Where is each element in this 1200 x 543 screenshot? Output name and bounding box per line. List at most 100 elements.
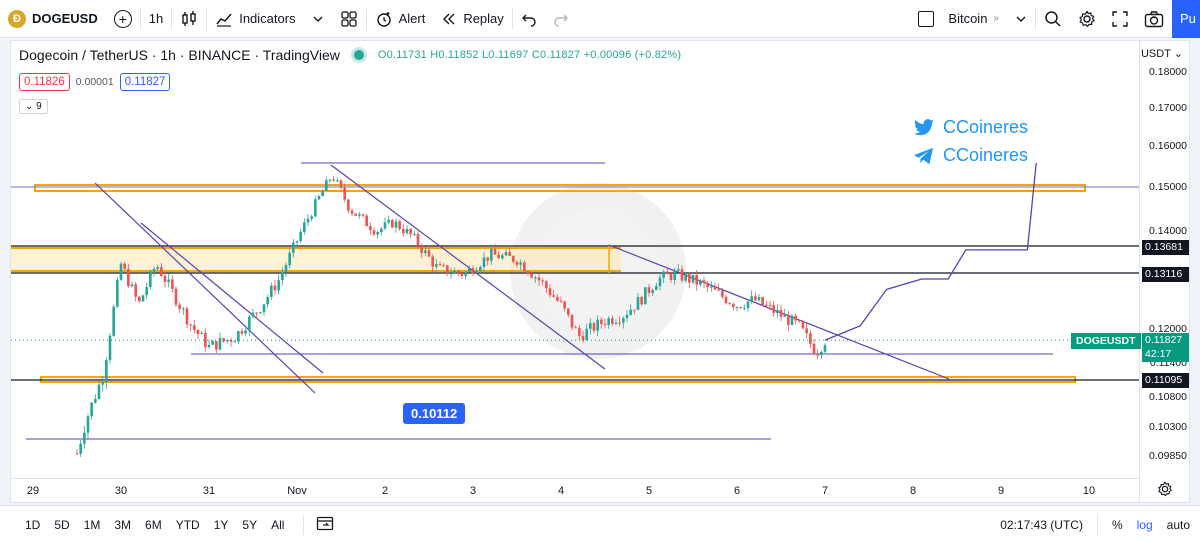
candle-up — [413, 233, 416, 235]
candle-up — [750, 296, 753, 302]
candle-up — [534, 277, 537, 279]
range-ytd[interactable]: YTD — [175, 517, 200, 532]
candle-down — [185, 308, 189, 325]
search-button[interactable] — [1036, 0, 1070, 37]
candle-down — [138, 296, 141, 302]
utc-clock[interactable]: 02:17:43 (UTC) — [1000, 517, 1083, 532]
range-5d[interactable]: 5D — [54, 517, 70, 532]
candle-up — [607, 318, 610, 325]
candle-down — [578, 328, 581, 336]
candle-down — [361, 214, 365, 216]
log-scale-toggle[interactable]: log — [1136, 517, 1153, 532]
dogecoin-icon: Ð — [8, 9, 26, 28]
spread-value: 0.00001 — [75, 76, 114, 88]
candle-up — [207, 344, 211, 348]
candle-down — [702, 280, 706, 283]
range-all[interactable]: All — [271, 517, 285, 532]
percent-scale-toggle[interactable]: % — [1111, 517, 1123, 532]
candle-up — [636, 296, 640, 310]
range-3m[interactable]: 3M — [114, 517, 132, 532]
grid-icon — [340, 10, 357, 27]
scale-settings-button[interactable] — [1157, 481, 1173, 502]
range-1m[interactable]: 1M — [83, 517, 101, 532]
redo-button[interactable] — [545, 0, 577, 37]
indicators-button[interactable]: Indicators — [207, 0, 303, 37]
sell-price-button[interactable]: 0.11826 — [19, 73, 70, 91]
candle-up — [303, 222, 306, 232]
range-6m[interactable]: 6M — [145, 517, 162, 532]
publish-button[interactable]: Pu — [1172, 0, 1200, 38]
chart-type-button[interactable] — [172, 0, 206, 37]
candle-down — [347, 199, 350, 211]
time-tick: 4 — [557, 485, 565, 497]
price-tick: 0.12000 — [1149, 323, 1187, 335]
candle-down — [680, 269, 684, 281]
candle-up — [259, 312, 262, 314]
symbol-search[interactable]: Ð DOGEUSD — [0, 0, 106, 37]
time-scale[interactable]: 29 30 31 Nov 2 3 4 5 6 7 8 9 10 — [11, 478, 1139, 502]
range-5y[interactable]: 5Y — [242, 517, 258, 532]
candle-up — [743, 308, 746, 310]
candle-down — [666, 271, 669, 275]
candle-down — [431, 256, 434, 267]
fullscreen-button[interactable] — [1104, 0, 1136, 37]
range-1y[interactable]: 1Y — [213, 517, 229, 532]
level-label: 0.11095 — [1142, 373, 1189, 388]
candle-down — [794, 315, 797, 321]
alert-button[interactable]: Alert — [367, 0, 434, 37]
candle-up — [673, 270, 676, 280]
candle-up — [614, 322, 618, 324]
replay-button[interactable]: Replay — [433, 0, 511, 37]
templates-button[interactable] — [332, 0, 366, 37]
candle-up — [820, 351, 823, 356]
price-note-label[interactable]: 0.10112 — [403, 403, 466, 424]
interval-button[interactable]: 1h — [141, 0, 171, 37]
candle-down — [548, 288, 552, 296]
candle-down — [768, 304, 772, 306]
twitter-handle-row: CCoineres — [913, 117, 1028, 138]
undo-button[interactable] — [513, 0, 545, 37]
snapshot-button[interactable] — [1136, 0, 1172, 37]
candle-up — [270, 285, 273, 298]
legend-collapse-button[interactable]: ⌄ 9 — [19, 99, 48, 114]
candle-up — [710, 286, 713, 288]
indicators-dropdown[interactable] — [304, 0, 332, 37]
compare-button[interactable]: + — [106, 0, 140, 37]
layout-dropdown[interactable] — [1007, 0, 1035, 37]
alert-label: Alert — [398, 11, 426, 26]
chart-pane[interactable]: Dogecoin / TetherUS · 1h · BINANCE · Tra… — [10, 40, 1190, 503]
redo-icon — [554, 14, 568, 27]
candle-down — [603, 323, 607, 325]
settings-button[interactable] — [1070, 0, 1104, 37]
candles-icon — [182, 10, 196, 26]
candle-up — [490, 248, 493, 261]
candle-down — [732, 304, 735, 308]
candle-down — [809, 333, 812, 344]
price-scale[interactable]: USDT ⌄ 0.18000 0.17000 0.16000 0.15000 0… — [1139, 41, 1189, 502]
candle-up — [94, 398, 97, 403]
telegram-handle-row: CCoineres — [913, 145, 1028, 166]
toolbar-divider — [206, 7, 208, 30]
currency-selector[interactable]: USDT ⌄ — [1141, 47, 1183, 60]
candle-down — [343, 187, 346, 200]
candle-down — [160, 267, 163, 276]
add-symbol-icon: + — [113, 9, 132, 28]
candle-up — [97, 384, 101, 399]
layout-name-button[interactable]: Bitcoin » — [910, 0, 1007, 37]
candle-down — [497, 254, 500, 259]
candle-down — [332, 179, 335, 181]
chart-canvas[interactable] — [11, 41, 1139, 478]
buy-price-button[interactable]: 0.11827 — [119, 73, 171, 91]
auto-scale-toggle[interactable]: auto — [1166, 517, 1190, 532]
rewind-icon — [443, 13, 455, 24]
candle-down — [255, 312, 258, 314]
candle-up — [262, 304, 266, 313]
candle-up — [266, 297, 269, 305]
candle-down — [556, 296, 559, 301]
range-1d[interactable]: 1D — [25, 517, 41, 532]
candle-down — [530, 273, 533, 278]
goto-date-button[interactable] — [316, 515, 334, 534]
candle-up — [585, 328, 588, 341]
candle-down — [204, 332, 207, 348]
price-tick: 0.10300 — [1149, 421, 1187, 433]
